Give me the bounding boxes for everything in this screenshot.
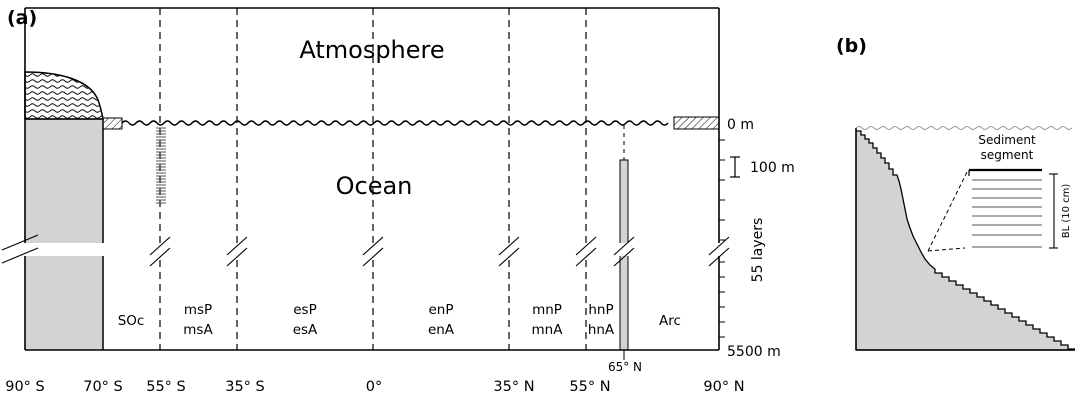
region-label-1a: SOc xyxy=(118,313,145,329)
marker-65n-label: 65° N xyxy=(608,360,642,374)
panel-a-frame xyxy=(24,7,720,351)
panel-b-label: (b) xyxy=(836,35,867,57)
region-label-3a: esP xyxy=(293,302,316,318)
lat-label-35s: 35° S xyxy=(225,379,265,395)
layers-label: 55 layers xyxy=(750,218,766,283)
panel-b-frame xyxy=(855,128,1075,351)
bl-bracket xyxy=(1049,173,1058,249)
panel-b: (b) xyxy=(836,35,1075,351)
antarctic-land xyxy=(25,119,103,350)
lat-label-70s: 70° S xyxy=(83,379,123,395)
ocean-surface xyxy=(121,120,669,126)
lat-label-90s: 90° S xyxy=(5,379,45,395)
latitude-labels: 90° S 70° S 55° S 35° S 0° 35° N 55° N 9… xyxy=(5,379,744,395)
depth-top-label: 0 m xyxy=(727,117,754,133)
lat-label-90n: 90° N xyxy=(703,379,744,395)
lat-label-55n: 55° N xyxy=(569,379,610,395)
panel-b-surface xyxy=(855,126,1073,130)
depth-ticks xyxy=(719,139,725,338)
region-label-2a: msP xyxy=(184,302,212,318)
ocean-label: Ocean xyxy=(336,172,413,200)
ice-sheet xyxy=(24,71,104,120)
region-label-5b: mnA xyxy=(532,322,564,338)
region-label-4a: enP xyxy=(428,302,453,318)
depth-bottom-label: 5500 m xyxy=(727,344,781,360)
lat-label-55s: 55° S xyxy=(146,379,186,395)
sea-ice-north xyxy=(673,116,720,130)
lat-label-35n: 35° N xyxy=(493,379,534,395)
lat-label-0: 0° xyxy=(366,379,382,395)
sediment-label-line2: segment xyxy=(981,148,1034,162)
region-label-7a: Arc xyxy=(659,313,681,329)
region-label-6a: hnP xyxy=(588,302,613,318)
depth-scale-label: 100 m xyxy=(750,160,795,176)
depth-scale-bracket xyxy=(730,156,740,178)
region-label-3b: esA xyxy=(293,322,318,338)
region-labels: SOc msP msA esP esA enP enA mnP mnA hnP … xyxy=(118,302,681,338)
sea-ice-south xyxy=(102,117,123,130)
panel-a: (a) Atmosphere Ocean SOc msP msA esP esA… xyxy=(0,7,795,395)
profile-55s xyxy=(156,127,166,204)
region-label-2b: msA xyxy=(183,322,213,338)
zoom-lines xyxy=(927,171,968,252)
axis-break xyxy=(0,243,735,256)
break-marks xyxy=(1,234,730,267)
region-label-5a: mnP xyxy=(532,302,562,318)
atmosphere-label: Atmosphere xyxy=(299,36,444,64)
region-label-6b: hnA xyxy=(588,322,615,338)
region-label-4b: enA xyxy=(428,322,455,338)
sediment-label-line1: Sediment xyxy=(978,133,1036,147)
panel-a-label: (a) xyxy=(7,7,37,29)
seabed-profile xyxy=(855,128,1075,351)
bl-label: BL (10 cm) xyxy=(1061,184,1072,239)
sediment-segment xyxy=(968,168,1042,248)
